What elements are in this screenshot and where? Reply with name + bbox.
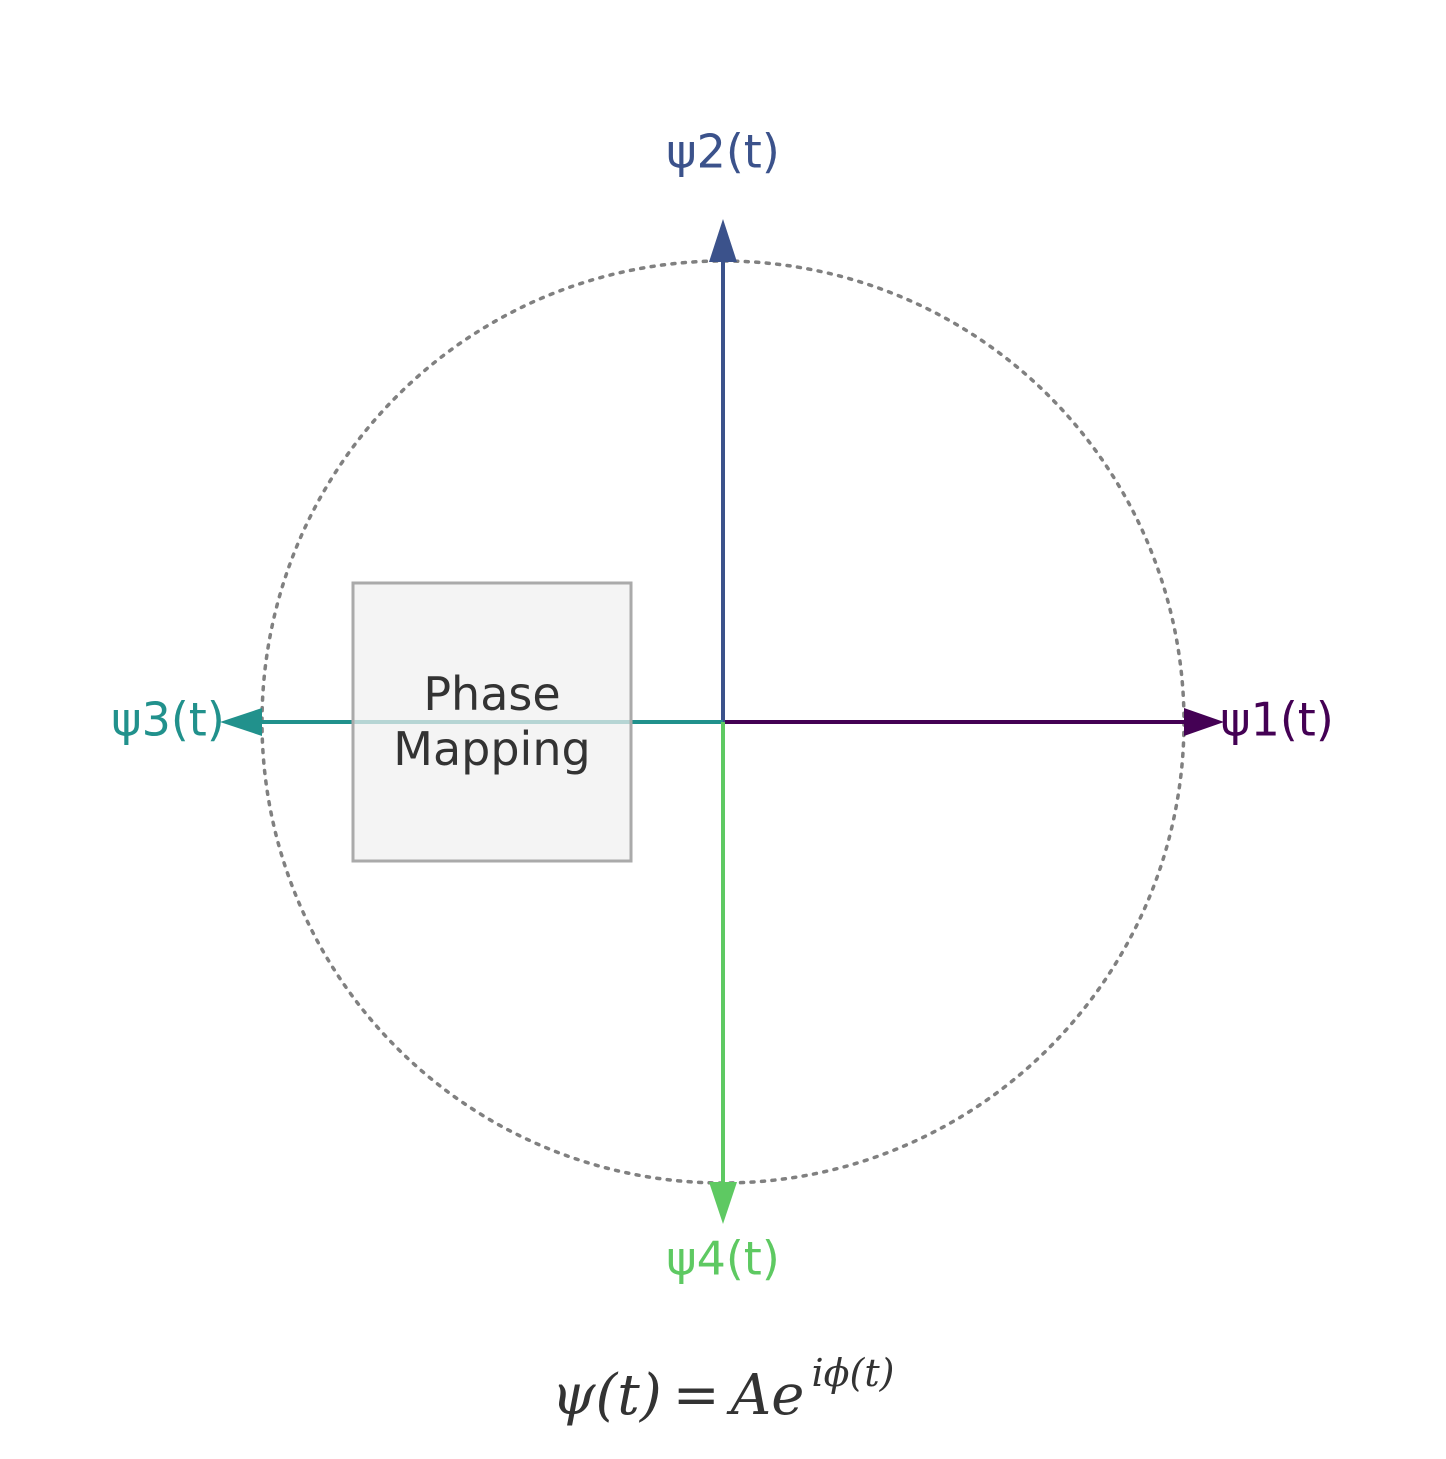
psi4-label: ψ4(t) <box>666 1232 780 1286</box>
phase-mapping-label-line1: Phase <box>423 667 560 721</box>
phase-mapping-box <box>351 581 633 863</box>
psi1-arrowhead <box>1184 708 1224 736</box>
psi4-arrowhead <box>709 1182 737 1224</box>
phase-mapping-label-line2: Mapping <box>393 722 590 776</box>
wavefunction-formula: ψ(t) = Ae iϕ(t) <box>552 1351 895 1428</box>
formula-base: Ae <box>726 1363 805 1428</box>
psi3-label: ψ3(t) <box>111 693 225 747</box>
formula-exponent: iϕ(t) <box>811 1351 894 1395</box>
psi1-label: ψ1(t) <box>1220 693 1334 747</box>
formula-equals: = <box>673 1363 720 1428</box>
psi2-arrowhead <box>709 219 737 262</box>
psi2-label: ψ2(t) <box>666 125 780 179</box>
formula-lhs: ψ(t) <box>552 1363 662 1428</box>
psi3-arrowhead <box>220 708 262 736</box>
